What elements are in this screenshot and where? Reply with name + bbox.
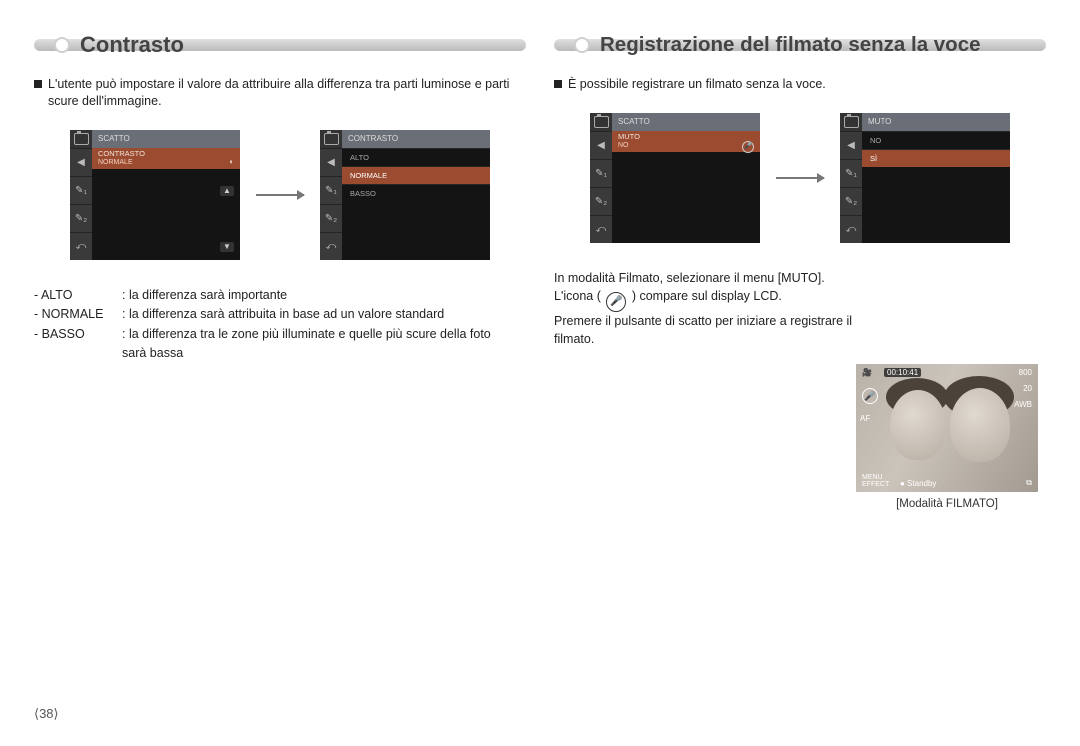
lcd-tab: MUTO	[862, 113, 1010, 131]
wrench1-icon: ✎₁	[590, 159, 612, 187]
lcd-tab: SCATTO	[612, 113, 760, 131]
heading-pill-left: Contrasto	[34, 28, 526, 62]
preview-caption: [Modalità FILMATO]	[856, 498, 1038, 510]
menu-row-selected: SÌ	[862, 149, 1010, 167]
menu-row: BASSO	[342, 184, 490, 202]
intro-left: L'utente può impostare il valore da attr…	[34, 76, 526, 110]
left-column: Contrasto L'utente può impostare il valo…	[34, 28, 526, 363]
menu-list: ALTO NORMALE BASSO	[342, 148, 490, 260]
heading-left: Contrasto	[80, 32, 184, 58]
camera-icon	[70, 130, 92, 148]
wb-label: AWB	[1014, 400, 1032, 409]
wrench2-icon: ✎₂	[590, 187, 612, 215]
return-icon: ⤺	[70, 232, 92, 260]
menu-effect-label: MENU EFFECT	[862, 474, 889, 488]
wrench1-icon: ✎₁	[70, 176, 92, 204]
definition-list: - ALTO: la differenza sarà importante - …	[34, 286, 526, 364]
up-icon: ▲	[220, 186, 234, 196]
lcd-screen: MUTO ◀ ✎₁ ✎₂ ⤺ NO SÌ	[840, 113, 1010, 243]
heading-right: Registrazione del filmato senza la voce	[600, 33, 981, 57]
mic-icon: 🎤	[742, 141, 754, 153]
speaker-icon: ◀	[590, 131, 612, 159]
movie-mode-icon: 🎥	[862, 368, 872, 377]
wrench2-icon: ✎₂	[840, 187, 862, 215]
highlight-row: CONTRASTO NORMALE ◐	[92, 148, 240, 169]
down-icon: ▼	[220, 242, 234, 252]
af-label: AF	[860, 414, 870, 423]
wrench1-icon: ✎₁	[840, 159, 862, 187]
wrench2-icon: ✎₂	[70, 204, 92, 232]
lcd-sidebar: ◀ ✎₁ ✎₂ ⤺	[590, 131, 612, 243]
lcd-sidebar: ◀ ✎₁ ✎₂ ⤺	[70, 148, 92, 260]
intro-right: È possibile registrare un filmato senza …	[554, 76, 1046, 93]
arrow-icon	[256, 194, 304, 196]
figure-row-right: SCATTO ◀ ✎₁ ✎₂ ⤺ MUTO NO 🎤	[554, 113, 1046, 243]
menu-row-selected: NORMALE	[342, 166, 490, 184]
return-icon: ⤺	[320, 232, 342, 260]
square-bullet-icon	[34, 80, 42, 88]
lcd-sidebar: ◀ ✎₁ ✎₂ ⤺	[320, 148, 342, 260]
wrench2-icon: ✎₂	[320, 204, 342, 232]
menu-row: ALTO	[342, 148, 490, 166]
camera-icon	[840, 113, 862, 131]
arrow-icon	[776, 177, 824, 179]
lcd-screen: CONTRASTO ◀ ✎₁ ✎₂ ⤺ ALTO NORMALE BASSO	[320, 130, 490, 260]
lcd-tab: CONTRASTO	[342, 130, 490, 148]
menu-list: NO SÌ	[862, 131, 1010, 243]
menu-row: NO	[862, 131, 1010, 149]
figure-row-left: SCATTO ◀ ✎₁ ✎₂ ⤺ CONTRASTO NORMALE ◐	[34, 130, 526, 260]
heading-pill-right: Registrazione del filmato senza la voce	[554, 28, 1046, 62]
ev-icon: ⧉	[1026, 478, 1032, 488]
preview-block: 🎥 00:10:41 🎤 AF 800 20 AWB MENU EFFECT ●…	[856, 364, 1038, 510]
camera-icon	[320, 130, 342, 148]
quality-label: 20	[1023, 384, 1032, 393]
preview-lcd: 🎥 00:10:41 🎤 AF 800 20 AWB MENU EFFECT ●…	[856, 364, 1038, 492]
lcd-screen: SCATTO ◀ ✎₁ ✎₂ ⤺ MUTO NO 🎤	[590, 113, 760, 243]
square-bullet-icon	[554, 80, 562, 88]
lcd-sidebar: ◀ ✎₁ ✎₂ ⤺	[840, 131, 862, 243]
speaker-icon: ◀	[70, 148, 92, 176]
page-number: 38	[34, 706, 59, 722]
return-icon: ⤺	[590, 215, 612, 243]
speaker-icon: ◀	[840, 131, 862, 159]
camera-icon	[590, 113, 612, 131]
mic-mute-icon: 🎤	[862, 388, 878, 404]
mic-mute-icon: 🎤	[606, 292, 626, 312]
highlight-row: MUTO NO 🎤	[612, 131, 760, 152]
standby-label: ● Standby	[900, 479, 936, 488]
lcd-screen: SCATTO ◀ ✎₁ ✎₂ ⤺ CONTRASTO NORMALE ◐	[70, 130, 240, 260]
timer-readout: 00:10:41	[884, 368, 921, 377]
iso-label: 800	[1019, 368, 1032, 377]
right-column: Registrazione del filmato senza la voce …	[554, 28, 1046, 363]
wrench1-icon: ✎₁	[320, 176, 342, 204]
page: Contrasto L'utente può impostare il valo…	[0, 0, 1080, 363]
speaker-icon: ◀	[320, 148, 342, 176]
instruction-text: In modalità Filmato, selezionare il menu…	[554, 269, 854, 349]
return-icon: ⤺	[840, 215, 862, 243]
lcd-tab: SCATTO	[92, 130, 240, 148]
